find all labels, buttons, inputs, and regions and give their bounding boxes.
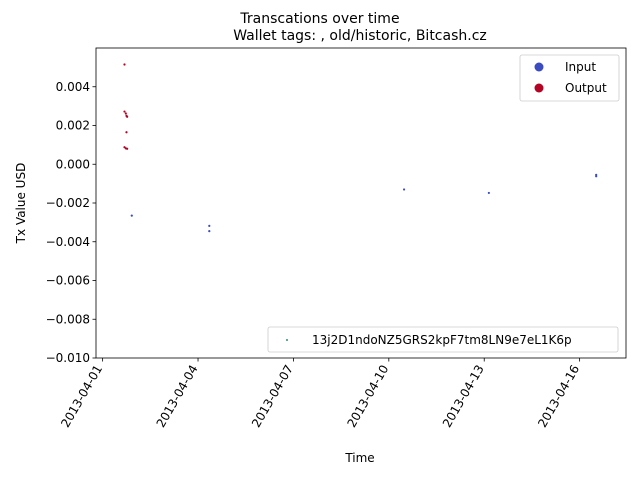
x-axis-label: Time <box>344 451 374 465</box>
x-tick-label: 2013-04-10 <box>344 363 391 430</box>
legend-bottom-frame <box>267 326 619 353</box>
legend-input-marker <box>534 62 544 72</box>
output-point <box>126 147 129 150</box>
output-point <box>125 131 128 134</box>
y-tick-label: −0.002 <box>46 196 90 210</box>
y-axis-label: Tx Value USD <box>14 163 28 245</box>
legend-input-label: Input <box>565 60 596 74</box>
y-tick-label: −0.010 <box>46 351 90 365</box>
legend-bottom: 13j2D1ndoNZ5GRS2kpF7tm8LN9e7eL1K6p <box>267 326 619 353</box>
output-point <box>123 63 126 66</box>
input-point <box>130 214 133 217</box>
legend-address-marker <box>286 339 288 341</box>
output-point <box>126 115 129 118</box>
legend-address-label: 13j2D1ndoNZ5GRS2kpF7tm8LN9e7eL1K6p <box>312 333 572 347</box>
y-axis-ticks: −0.010 −0.008 −0.006 −0.004 −0.002 0.000 0.002… <box>46 80 96 365</box>
legend-top: Input Output <box>519 54 620 102</box>
legend-top-frame <box>519 54 620 102</box>
x-tick-label: 2013-04-16 <box>535 363 582 430</box>
output-point <box>124 112 127 115</box>
input-point <box>487 191 490 195</box>
chart-title: Transcations over time <box>239 11 399 27</box>
y-tick-label: 0.000 <box>56 157 90 171</box>
x-tick-label: 2013-04-13 <box>440 362 487 429</box>
legend-output-label: Output <box>565 81 607 95</box>
x-tick-label: 2013-04-01 <box>58 363 105 430</box>
x-tick-label: 2013-04-07 <box>249 363 296 430</box>
input-point <box>595 175 598 178</box>
plot-frame <box>95 47 627 359</box>
y-tick-label: −0.006 <box>46 274 90 288</box>
legend-output-marker <box>534 83 544 93</box>
points-layer <box>123 63 598 233</box>
x-axis-ticks: 2013-04-01 2013-04-04 2013-04-07 2013-04-10… <box>58 358 582 430</box>
y-tick-label: 0.004 <box>56 80 90 94</box>
input-point <box>208 224 211 227</box>
y-tick-label: −0.008 <box>46 312 90 326</box>
x-tick-label: 2013-04-04 <box>154 363 201 430</box>
y-tick-label: 0.002 <box>56 119 90 133</box>
input-point <box>208 229 211 233</box>
output-point <box>123 110 126 113</box>
y-tick-label: −0.004 <box>46 235 90 249</box>
chart-subtitle: Wallet tags: , old/historic, Bitcash.cz <box>233 28 487 44</box>
input-point <box>402 188 406 191</box>
